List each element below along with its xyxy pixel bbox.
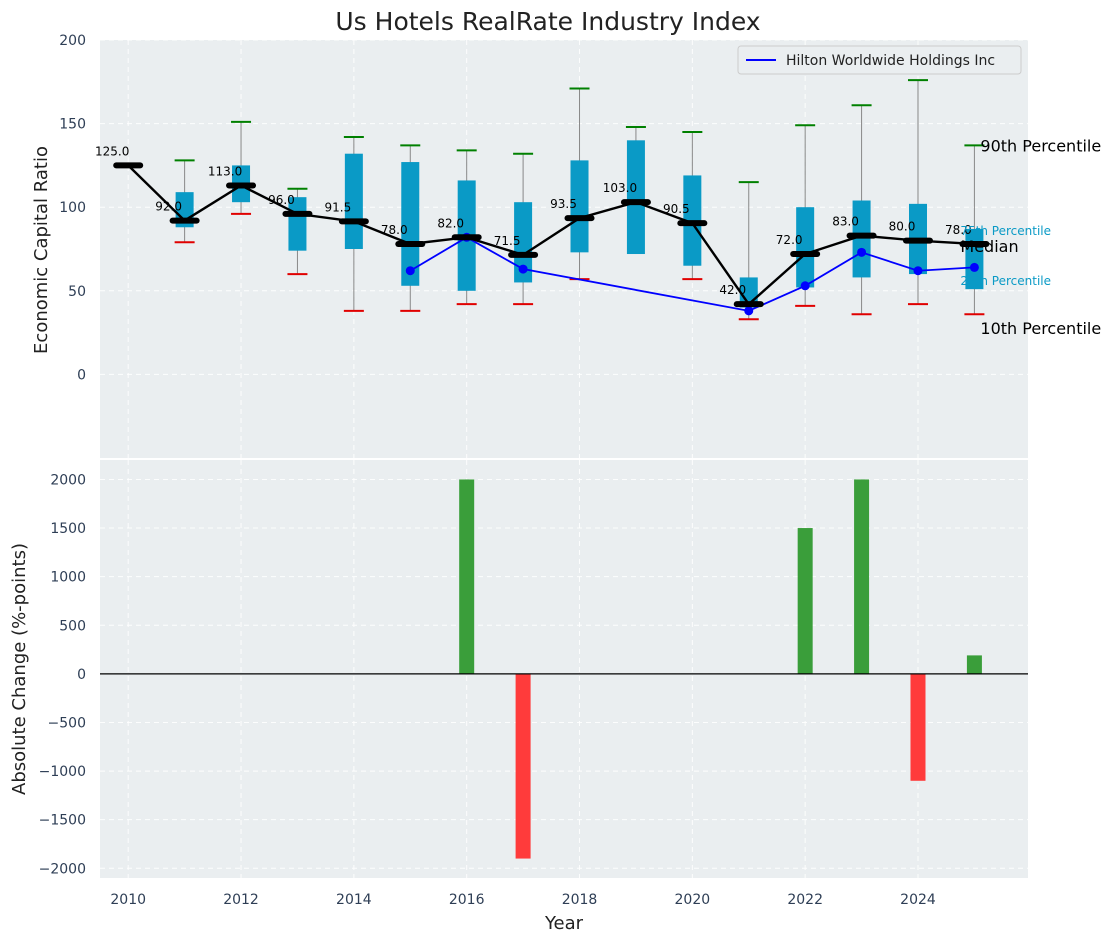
bottom-grid — [100, 460, 1028, 878]
company-point — [518, 264, 528, 274]
x-tick-label: 2014 — [336, 892, 372, 908]
median-value-label: 80.0 — [889, 220, 916, 234]
company-line — [409, 236, 975, 312]
box — [852, 200, 871, 278]
change-bar — [515, 673, 531, 859]
median-value-label: 78.0 — [945, 223, 972, 237]
x-tick-label: 2020 — [675, 892, 711, 908]
legend-company-label: Hilton Worldwide Holdings Inc — [786, 53, 995, 69]
change-bar — [966, 655, 982, 674]
x-tick-label: 2022 — [787, 892, 823, 908]
bottom-plot-background — [100, 460, 1028, 878]
bottom-y-tick-label: 500 — [59, 618, 86, 634]
median-line — [127, 164, 975, 306]
top-plot-background — [100, 40, 1028, 458]
median-value-label: 42.0 — [719, 283, 746, 297]
median-value-label: 103.0 — [603, 181, 637, 195]
x-tick-label: 2024 — [900, 892, 936, 908]
median-value-label: 93.5 — [550, 197, 577, 211]
change-bar — [459, 479, 475, 674]
box — [514, 202, 533, 283]
median-value-label: 71.5 — [494, 234, 521, 248]
median-value-label: 78.0 — [381, 223, 408, 237]
company-point — [913, 266, 923, 276]
top-y-tick-label: 0 — [77, 367, 86, 383]
x-tick-label: 2010 — [110, 892, 146, 908]
p10-annotation: 10th Percentile — [980, 319, 1101, 338]
x-tick-label: 2018 — [562, 892, 598, 908]
median-value-label: 91.5 — [325, 200, 352, 214]
company-point — [969, 262, 979, 272]
x-axis-label: Year — [544, 913, 584, 934]
change-bar — [910, 673, 926, 781]
p25-annotation: 25th Percentile — [960, 274, 1051, 288]
bottom-y-tick-label: 0 — [77, 667, 86, 683]
p90-annotation: 90th Percentile — [980, 136, 1101, 155]
chart-title: Us Hotels RealRate Industry Index — [335, 7, 760, 36]
company-point — [744, 306, 754, 316]
bottom-y-tick-label: −2000 — [39, 861, 86, 877]
box — [570, 160, 589, 253]
bottom-y-tick-label: −500 — [48, 715, 86, 731]
bottom-y-axis-label: Absolute Change (%-points) — [9, 543, 30, 795]
top-y-tick-label: 100 — [59, 200, 86, 216]
change-bar — [797, 528, 813, 674]
median-value-label: 125.0 — [95, 144, 129, 158]
p75-annotation: 75th Percentile — [960, 224, 1051, 238]
median-value-label: 82.0 — [437, 216, 464, 230]
company-point — [857, 247, 867, 257]
median-value-label: 92.0 — [155, 200, 182, 214]
company-point — [405, 266, 415, 276]
x-tick-label: 2016 — [449, 892, 485, 908]
bottom-y-tick-label: 1000 — [50, 570, 86, 586]
bottom-y-tick-label: 1500 — [50, 521, 86, 537]
top-plot: 125.0 92.0 113.0 96.0 91.5 78.0 82.0 71.5 93.5 10… — [95, 79, 1101, 338]
median-value-label: 83.0 — [832, 215, 859, 229]
x-tick-label: 2012 — [223, 892, 259, 908]
change-bar — [854, 479, 870, 674]
box — [344, 153, 363, 249]
median-value-label: 96.0 — [268, 193, 295, 207]
top-y-axis-label: Economic Capital Ratio — [31, 146, 52, 354]
company-point — [800, 281, 810, 291]
bottom-y-tick-label: −1500 — [39, 813, 86, 829]
legend-box — [737, 45, 1022, 75]
median-value-label: 113.0 — [208, 164, 242, 178]
box — [626, 140, 645, 255]
bottom-plot — [100, 479, 1028, 859]
box — [796, 207, 815, 288]
bottom-y-tick-label: 2000 — [50, 472, 86, 488]
median-value-label: 90.5 — [663, 202, 690, 216]
bottom-y-tick-label: −1000 — [39, 764, 86, 780]
box — [401, 162, 420, 286]
median-annotation: Median — [960, 237, 1018, 256]
median-value-label: 72.0 — [776, 233, 803, 247]
top-y-tick-label: 50 — [68, 284, 86, 300]
top-y-tick-label: 200 — [59, 33, 86, 49]
legend: Hilton Worldwide Holdings Inc — [737, 45, 1022, 75]
top-y-tick-label: 150 — [59, 117, 86, 133]
